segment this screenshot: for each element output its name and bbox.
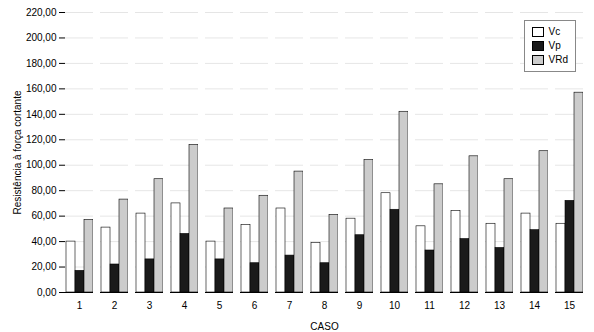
svg-text:220,00: 220,00 bbox=[26, 7, 57, 18]
svg-text:10: 10 bbox=[389, 300, 401, 311]
svg-text:7: 7 bbox=[287, 300, 293, 311]
svg-text:60,00: 60,00 bbox=[31, 210, 56, 221]
svg-text:9: 9 bbox=[357, 300, 363, 311]
html-text:VRd: VRd bbox=[548, 54, 568, 65]
svg-text:80,00: 80,00 bbox=[31, 185, 56, 196]
svg-text:12: 12 bbox=[459, 300, 471, 311]
svg-text:4: 4 bbox=[182, 300, 188, 311]
svg-text:40,00: 40,00 bbox=[31, 236, 56, 247]
html-text:Vc: Vc bbox=[548, 26, 561, 37]
svg-text:13: 13 bbox=[494, 300, 506, 311]
svg-text:Resistência à força cortante: Resistência à força cortante bbox=[12, 90, 23, 214]
svg-text:20,00: 20,00 bbox=[31, 261, 56, 272]
svg-text:180,00: 180,00 bbox=[26, 58, 57, 69]
svg-text:15: 15 bbox=[564, 300, 576, 311]
svg-text:5: 5 bbox=[217, 300, 223, 311]
svg-text:6: 6 bbox=[252, 300, 258, 311]
html-text:Vp: Vp bbox=[548, 40, 561, 51]
svg-text:3: 3 bbox=[147, 300, 153, 311]
svg-text:0,00: 0,00 bbox=[37, 287, 57, 298]
svg-text:8: 8 bbox=[322, 300, 328, 311]
svg-text:14: 14 bbox=[529, 300, 541, 311]
svg-text:100,00: 100,00 bbox=[26, 159, 57, 170]
svg-text:1: 1 bbox=[77, 300, 83, 311]
svg-text:11: 11 bbox=[424, 300, 435, 311]
svg-text:200,00: 200,00 bbox=[26, 32, 57, 43]
svg-text:160,00: 160,00 bbox=[26, 83, 57, 94]
svg-text:2: 2 bbox=[112, 300, 118, 311]
svg-text:CASO: CASO bbox=[310, 321, 339, 332]
svg-text:140,00: 140,00 bbox=[26, 109, 57, 120]
svg-text:120,00: 120,00 bbox=[26, 134, 57, 145]
